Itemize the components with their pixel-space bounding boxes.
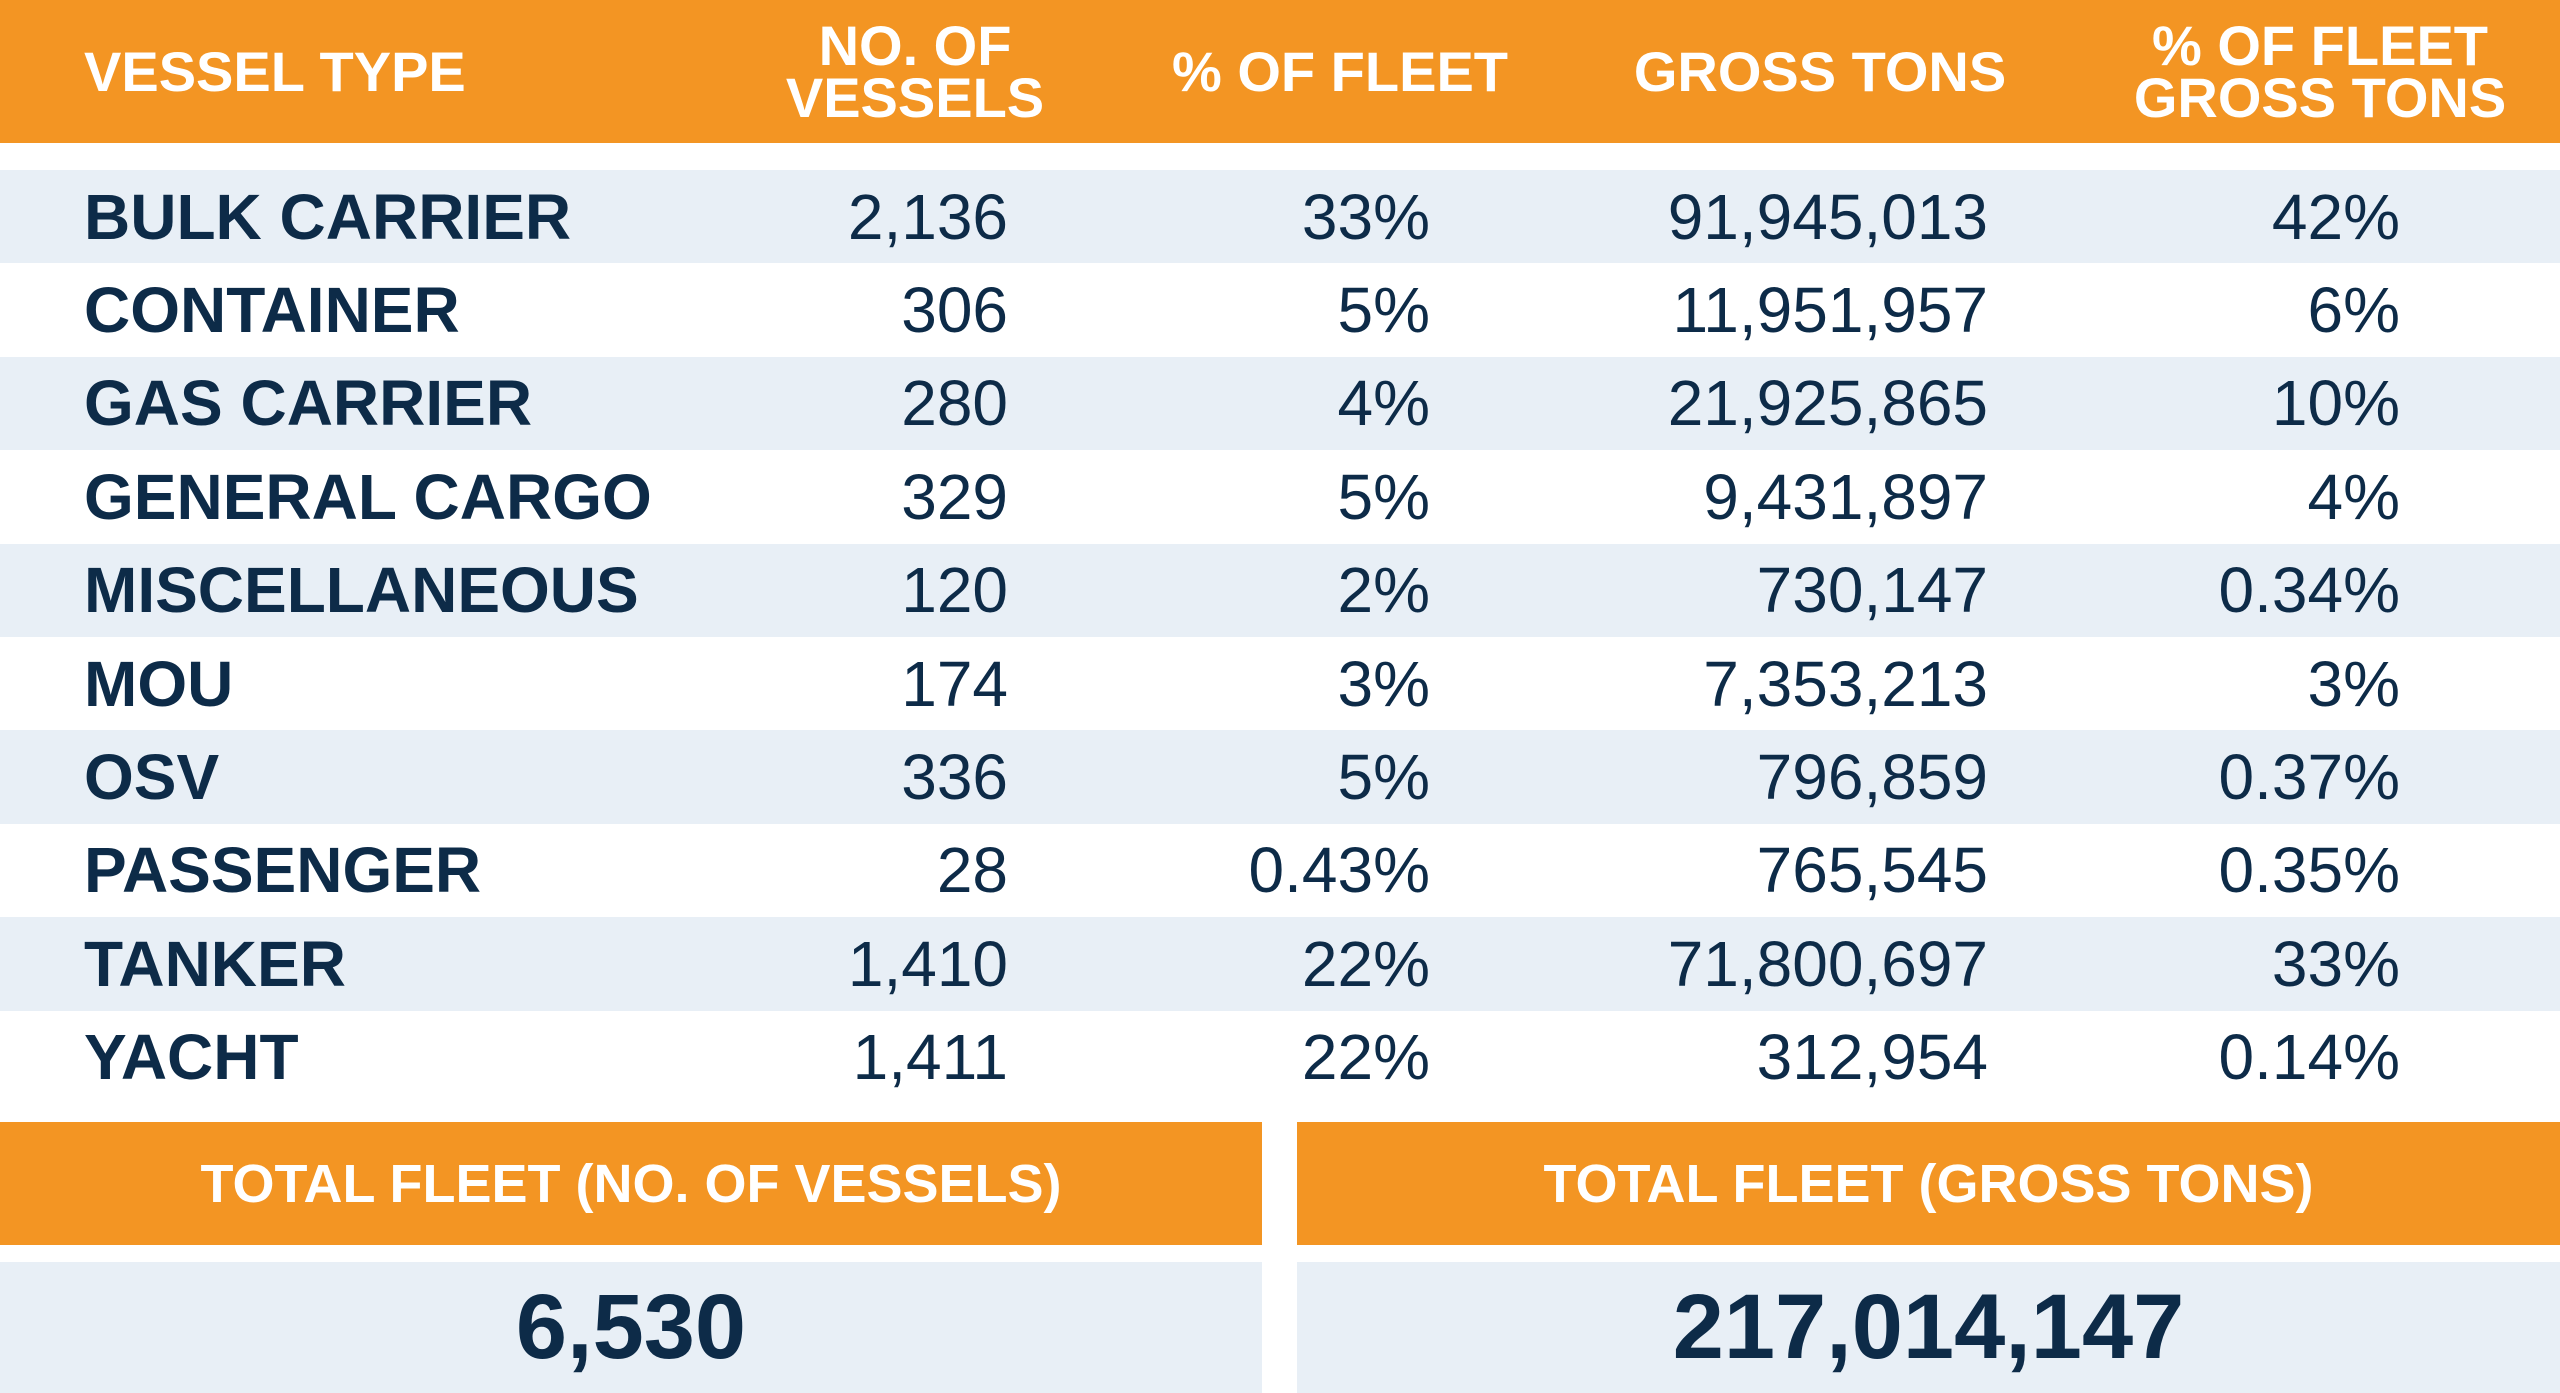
pct-of-fleet-cell: 3%	[1337, 647, 1431, 720]
no-of-vessels-cell: 2,136	[847, 180, 1008, 253]
gross-tons-cell: 11,951,957	[1672, 274, 1988, 347]
header-gross-tons: GROSS TONS	[1633, 39, 2007, 103]
vessel-type-cell: BULK CARRIER	[84, 180, 572, 253]
table-body: BULK CARRIER 2,136 33% 91,945,013 42% CONTAIN…	[0, 170, 2560, 1104]
gross-tons-cell: 312,954	[1756, 1021, 1988, 1094]
pct-of-fleet-cell: 0.43%	[1248, 834, 1430, 907]
pct-gross-tons-cell: 6%	[2307, 274, 2401, 347]
pct-of-fleet-cell: 22%	[1301, 927, 1430, 1000]
table-row: MISCELLANEOUS 120 2% 730,147 0.34%	[0, 543, 2560, 637]
header-pct-of-fleet: % OF FLEET	[1172, 39, 1508, 103]
gross-tons-cell: 7,353,213	[1703, 647, 1988, 720]
no-of-vessels-cell: 174	[901, 647, 1008, 720]
table-row: BULK CARRIER 2,136 33% 91,945,013 42%	[0, 170, 2560, 264]
gross-tons-cell: 9,431,897	[1703, 460, 1988, 533]
pct-gross-tons-cell: 0.14%	[2218, 1021, 2400, 1094]
no-of-vessels-cell: 120	[901, 554, 1008, 627]
table-row: CONTAINER 306 5% 11,951,957 6%	[0, 263, 2560, 357]
pct-of-fleet-cell: 33%	[1301, 180, 1430, 253]
total-gross-tons-value: 217,014,147	[1297, 1262, 2560, 1393]
vessel-type-cell: OSV	[84, 741, 220, 814]
vessel-type-cell: GAS CARRIER	[84, 367, 533, 440]
vessel-type-cell: CONTAINER	[84, 274, 460, 347]
vessel-type-cell: PASSENGER	[84, 834, 482, 907]
vessel-type-cell: MOU	[84, 647, 234, 720]
no-of-vessels-cell: 336	[901, 741, 1008, 814]
vessel-type-cell: GENERAL CARGO	[84, 460, 652, 533]
no-of-vessels-cell: 280	[901, 367, 1008, 440]
table-header: VESSEL TYPE NO. OF VESSELS % OF FLEET GR…	[0, 0, 2560, 143]
pct-of-fleet-cell: 22%	[1301, 1021, 1430, 1094]
gross-tons-cell: 91,945,013	[1667, 180, 1988, 253]
pct-of-fleet-cell: 5%	[1337, 741, 1431, 814]
gross-tons-cell: 21,925,865	[1667, 367, 1988, 440]
table-row: PASSENGER 28 0.43% 765,545 0.35%	[0, 823, 2560, 918]
pct-gross-tons-cell: 0.34%	[2218, 554, 2400, 627]
pct-of-fleet-cell: 5%	[1337, 274, 1431, 347]
pct-gross-tons-cell: 42%	[2271, 180, 2400, 253]
pct-gross-tons-cell: 10%	[2271, 367, 2400, 440]
no-of-vessels-cell: 306	[901, 274, 1008, 347]
vessel-type-cell: YACHT	[84, 1021, 299, 1094]
pct-gross-tons-cell: 0.37%	[2218, 741, 2400, 814]
table-row: OSV 336 5% 796,859 0.37%	[0, 730, 2560, 824]
no-of-vessels-cell: 329	[901, 460, 1008, 533]
total-vessels-value: 6,530	[0, 1262, 1262, 1393]
total-gross-tons-label: TOTAL FLEET (GROSS TONS)	[1297, 1122, 2560, 1245]
gross-tons-cell: 730,147	[1756, 554, 1988, 627]
table-row: GENERAL CARGO 329 5% 9,431,897 4%	[0, 450, 2560, 544]
no-of-vessels-cell: 1,410	[847, 927, 1008, 1000]
gross-tons-cell: 796,859	[1756, 741, 1988, 814]
vessel-type-cell: MISCELLANEOUS	[84, 554, 639, 627]
pct-of-fleet-cell: 4%	[1337, 367, 1431, 440]
table-row: TANKER 1,410 22% 71,800,697 33%	[0, 917, 2560, 1011]
table-row: GAS CARRIER 280 4% 21,925,865 10%	[0, 356, 2560, 451]
header-pct-fleet-gross-tons: % OF FLEET GROSS TONS	[2133, 13, 2507, 129]
vessel-type-cell: TANKER	[84, 927, 346, 1000]
no-of-vessels-cell: 28	[936, 834, 1008, 907]
pct-gross-tons-cell: 4%	[2307, 460, 2401, 533]
gross-tons-cell: 765,545	[1756, 834, 1988, 907]
no-of-vessels-cell: 1,411	[852, 1021, 1008, 1094]
pct-of-fleet-cell: 5%	[1337, 460, 1431, 533]
pct-gross-tons-cell: 0.35%	[2218, 834, 2400, 907]
table-row: MOU 174 3% 7,353,213 3%	[0, 636, 2560, 731]
pct-gross-tons-cell: 3%	[2307, 647, 2401, 720]
table-row: YACHT 1,411 22% 312,954 0.14%	[0, 1010, 2560, 1104]
header-no-of-vessels: NO. OF VESSELS	[785, 13, 1045, 129]
pct-gross-tons-cell: 33%	[2271, 927, 2400, 1000]
pct-of-fleet-cell: 2%	[1337, 554, 1431, 627]
gross-tons-cell: 71,800,697	[1667, 927, 1988, 1000]
header-vessel-type: VESSEL TYPE	[84, 39, 466, 103]
total-vessels-label: TOTAL FLEET (NO. OF VESSELS)	[0, 1122, 1262, 1245]
